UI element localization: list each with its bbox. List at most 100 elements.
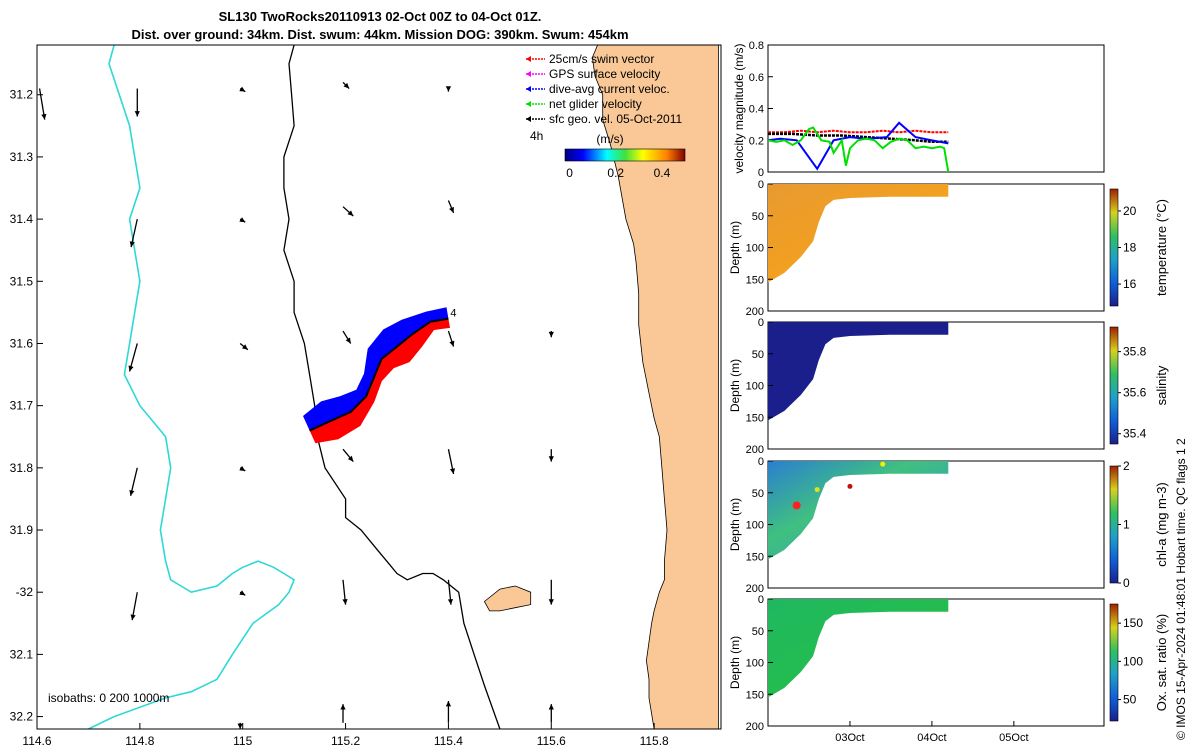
geo-velocity-arrow (340, 704, 346, 723)
legend-label: 25cm/s swim vector (549, 52, 654, 66)
time-x-tick-label: 05Oct (999, 732, 1028, 744)
map-x-tick-label: 115.6 (537, 734, 566, 748)
salinity-colorbar-tick-label: 35.6 (1123, 386, 1147, 400)
chla-y-tick-label: 200 (746, 583, 764, 595)
oxsat-y-label: Depth (m) (728, 636, 742, 689)
map-x-tick-label: 115.8 (640, 734, 669, 748)
legend-swatch-head (526, 86, 531, 92)
velocity-series-swim (768, 129, 949, 134)
geo-velocity-arrow (134, 88, 140, 117)
arrow-head (129, 489, 135, 496)
swim-vector-band (309, 318, 450, 444)
temperature-y-tick-label: 50 (752, 211, 764, 223)
temperature-colorbar-tick-label: 18 (1123, 241, 1137, 255)
arrow-head (239, 465, 246, 471)
chla-y-tick-label: 50 (752, 488, 764, 500)
legend-swatch-head (526, 56, 531, 62)
geo-velocity-arrow (342, 448, 354, 463)
track-end-label: 4 (450, 308, 456, 320)
geo-velocity-arrow (548, 449, 554, 462)
speed-colorbar (564, 148, 686, 162)
arrow-head (548, 331, 554, 338)
geo-velocity-arrow (239, 465, 246, 472)
map-y-tick-label: 31.2 (10, 88, 34, 102)
colorbar-tick-label: 0 (566, 166, 573, 180)
chart-title-line1: SL130 TwoRocks20110913 02-Oct 00Z to 04-… (218, 9, 542, 24)
temperature-panel: 0 50 100 150 200 Depth (m) 16 18 20 temperature (… (728, 179, 1169, 318)
arrow-head (347, 455, 354, 462)
arrow-head (548, 456, 554, 462)
geo-velocity-arrow (447, 449, 456, 475)
chla-high-point (814, 487, 820, 493)
oxsat-section-fill (768, 599, 949, 698)
salinity-colorbar-tick-label: 35.8 (1123, 345, 1147, 359)
arrow-head (130, 614, 136, 621)
map-y-tick-label: 31.4 (10, 212, 34, 226)
arrow-head (342, 598, 348, 605)
geo-velocity-arrow (239, 342, 249, 351)
chla-panel: 0 50 100 150 200 Depth (m) 0 1 2 chl-a (mg m-3) (728, 456, 1169, 595)
velocity-series-net-glider (767, 126, 950, 173)
colorbar-tick-label: 0.2 (607, 166, 624, 180)
geo-velocity-arrow (239, 590, 246, 596)
arrow-head (548, 704, 554, 710)
chla-colorbar-tick-label: 0 (1123, 576, 1130, 590)
velocity-y-tick-label: 0.2 (749, 135, 764, 147)
arrow-head (347, 210, 354, 216)
geo-velocity-arrow (342, 330, 352, 344)
temperature-y-tick-label: 200 (746, 306, 764, 318)
geo-velocity-arrow (239, 86, 246, 93)
salinity-section-fill (768, 322, 949, 421)
oxsat-y-tick-label: 50 (752, 626, 764, 638)
map-y-tick-label: 31.8 (10, 461, 34, 475)
velocity-y-tick-label: 0.6 (749, 72, 764, 84)
velocity-y-tick-label: 0 (758, 167, 764, 179)
arrow-head (447, 598, 454, 605)
arrow-head (340, 704, 346, 710)
chart-title-line2: Dist. over ground: 34km. Dist. swum: 44k… (131, 27, 629, 42)
salinity-y-tick-label: 200 (746, 444, 764, 456)
geo-velocity-arrow (445, 86, 452, 92)
salinity-y-tick-label: 150 (746, 412, 764, 424)
salinity-y-tick-label: 100 (746, 381, 764, 393)
geo-velocity-arrow (239, 217, 246, 223)
arrow-head (239, 217, 246, 223)
map-y-tick-label: 31.3 (10, 150, 34, 164)
colorbar-tick-label: 0.4 (654, 166, 671, 180)
arrow-head (343, 82, 350, 89)
velocity-series-sfc-geo (768, 132, 949, 144)
oxsat-colorbar-tick-label: 50 (1123, 693, 1137, 707)
velocity-y-label: velocity magnitude (m/s) (732, 43, 746, 173)
arrow-head (548, 599, 554, 605)
legend-swatch-head (526, 71, 531, 77)
arrow-head (41, 113, 47, 120)
oxsat-colorbar (1109, 603, 1119, 722)
geo-velocity-arrow (130, 592, 138, 621)
geo-velocity-arrow (342, 579, 348, 605)
geo-velocity-arrow (129, 218, 138, 248)
map-y-tick-label: 31.9 (10, 523, 34, 537)
salinity-panel: 0 50 100 150 200 Depth (m) 35.4 35.6 35.8 salinit… (728, 317, 1169, 456)
legend-label: GPS surface velocity (549, 67, 660, 81)
geo-velocity-arrow (447, 200, 455, 214)
geo-velocity-arrow (342, 206, 354, 217)
geo-velocity-arrow (447, 579, 454, 605)
arrow-head (239, 86, 246, 92)
temperature-colorbar-tick-label: 16 (1123, 277, 1137, 291)
copyright-note: © IMOS 15-Apr-2024 01:48:01 Hobart time.… (1174, 438, 1188, 740)
chla-colorbar-tick-label: 2 (1123, 459, 1130, 473)
legend-swatch-head (526, 116, 531, 122)
geo-velocity-arrow (38, 88, 47, 120)
temperature-colorbar-tick-label: 20 (1123, 204, 1137, 218)
geo-velocity-arrow (548, 331, 554, 338)
salinity-y-tick-label: 0 (758, 317, 764, 329)
map-y-tick-label: -32 (16, 585, 34, 599)
arrow-head (242, 344, 248, 350)
land-mass (591, 45, 719, 729)
chla-colorbar-tick-label: 1 (1123, 518, 1130, 532)
map-y-tick-label: 32.1 (10, 647, 34, 661)
legend-swatch-head (526, 101, 531, 107)
arrow-head (449, 206, 454, 213)
time-x-tick-label: 04Oct (917, 732, 946, 744)
salinity-colorbar-tick-label: 35.4 (1123, 427, 1147, 441)
